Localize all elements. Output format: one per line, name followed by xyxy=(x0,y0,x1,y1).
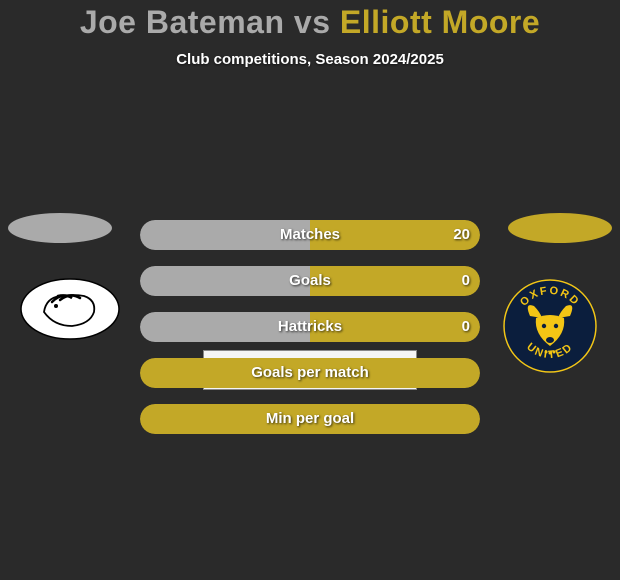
stat-bar-goals: Goals 0 xyxy=(140,266,480,296)
player2-ellipse xyxy=(508,213,612,243)
stat-bar-min-per-goal: Min per goal xyxy=(140,404,480,434)
bar-segment-player1 xyxy=(140,312,310,342)
bar-value-right: 0 xyxy=(462,272,470,289)
stat-bar-hattricks: Hattricks 0 xyxy=(140,312,480,342)
bar-segment-player2 xyxy=(310,266,480,296)
page-title: Joe Bateman vs Elliott Moore xyxy=(0,4,620,41)
bar-value-right: 0 xyxy=(462,318,470,335)
player1-club-logo xyxy=(20,278,120,345)
stat-bar-matches: Matches 20 xyxy=(140,220,480,250)
bar-segment-player1 xyxy=(140,220,310,250)
player1-name: Joe Bateman xyxy=(80,4,285,40)
stat-bars: Matches 20 Goals 0 Hattricks 0 Goals per… xyxy=(140,220,480,450)
subtitle: Club competitions, Season 2024/2025 xyxy=(0,51,620,68)
player1-ellipse xyxy=(8,213,112,243)
bar-segment-player2 xyxy=(310,312,480,342)
vs-text: vs xyxy=(294,4,331,40)
comparison-card: Joe Bateman vs Elliott Moore Club compet… xyxy=(0,0,620,426)
bar-segment-player1 xyxy=(140,266,310,296)
player2-club-logo: OXFORD UNITED xyxy=(502,278,598,379)
bar-segment-player2 xyxy=(140,358,480,388)
stat-bar-goals-per-match: Goals per match xyxy=(140,358,480,388)
bar-segment-player2 xyxy=(140,404,480,434)
main-content: OXFORD UNITED xyxy=(0,100,620,350)
bar-value-right: 20 xyxy=(453,226,470,243)
player2-name: Elliott Moore xyxy=(340,4,540,40)
